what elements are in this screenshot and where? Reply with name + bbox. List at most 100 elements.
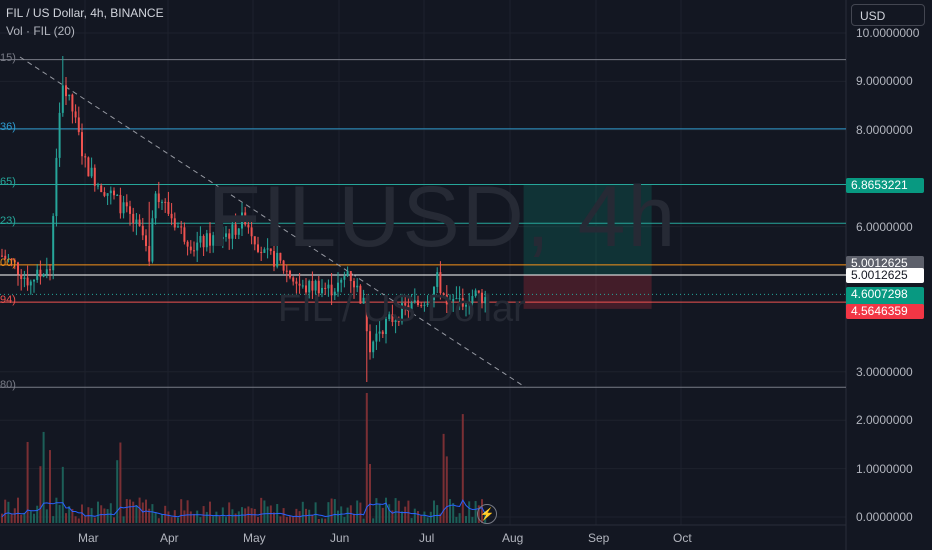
candle-body [391, 314, 394, 323]
volume-bar [74, 516, 77, 523]
candle-body [346, 271, 349, 276]
volume-bar [228, 502, 231, 523]
volume-bar [39, 466, 42, 523]
candle-body [282, 260, 285, 271]
candle-body [129, 206, 131, 214]
candle-body [36, 269, 39, 280]
candle-body [212, 235, 215, 246]
volume-bar [349, 505, 352, 523]
volume-bar [193, 513, 195, 523]
volume-bar [68, 506, 71, 523]
candle-body [465, 304, 467, 307]
volume-bar [407, 500, 410, 523]
candle-body [68, 94, 71, 97]
candle-body [100, 185, 103, 193]
volume-bar [122, 516, 125, 523]
volume-bar [410, 518, 413, 523]
volume-bar [61, 466, 64, 523]
position-stop-zone [523, 274, 652, 309]
candle-body [26, 277, 29, 286]
volume-bar [375, 498, 378, 523]
volume-bar [33, 513, 35, 523]
volume-bar [285, 517, 288, 523]
candle-body [103, 192, 106, 196]
candle-body [455, 298, 458, 300]
candle-body [397, 320, 400, 323]
currency-selector-button[interactable]: USD [851, 4, 925, 26]
candle-body [340, 279, 343, 283]
volume-bar [13, 508, 16, 523]
candle-body [55, 157, 58, 217]
candle-body [119, 194, 122, 214]
volume-bar [337, 510, 339, 523]
volume-bar [452, 503, 455, 523]
candle-body [471, 296, 474, 304]
volume-bar [186, 500, 189, 523]
volume-bar [87, 507, 90, 523]
candle-body [135, 219, 138, 224]
volume-bar [167, 511, 170, 523]
candle-body [189, 246, 192, 251]
candle-body [13, 260, 16, 263]
volume-bar [266, 506, 269, 523]
candle-body [170, 213, 173, 219]
candle-body [122, 202, 125, 214]
volume-bar [263, 500, 266, 523]
volume-indicator-label[interactable]: Vol · FIL (20) [6, 24, 75, 38]
volume-bar [97, 501, 99, 523]
candle-body [436, 272, 439, 287]
volume-bar [148, 508, 151, 523]
candle-body [17, 262, 19, 275]
volume-bar [17, 497, 19, 523]
candle-body [413, 300, 416, 303]
candle-body [481, 292, 483, 304]
candle-body [461, 298, 464, 307]
candle-body [401, 303, 403, 323]
volume-bar [353, 513, 355, 523]
candle-body [154, 193, 157, 219]
volume-bar [196, 510, 199, 523]
volume-bar [109, 503, 112, 523]
fib-level-label: 15) [0, 51, 16, 64]
volume-bar [237, 511, 240, 523]
time-axis-tick: Apr [160, 531, 179, 545]
volume-bar [327, 502, 330, 523]
price-axis-tick: 6.0000000 [856, 219, 913, 234]
candle-body [113, 190, 115, 196]
candle-body [90, 167, 93, 177]
chart-title[interactable]: FIL / US Dollar, 4h, BINANCE [6, 6, 164, 20]
volume-bar [346, 507, 349, 523]
candle-body [474, 290, 477, 297]
candle-body [410, 302, 413, 312]
candle-body [218, 233, 221, 240]
fib-level-label: 00) [0, 256, 16, 269]
volume-bar [433, 500, 435, 523]
candle-body [237, 228, 240, 235]
candle-body [193, 250, 195, 252]
time-axis-tick: Mar [78, 531, 99, 545]
volume-bar [103, 508, 106, 523]
candle-body [106, 193, 109, 196]
volume-bar [292, 516, 295, 523]
candle-body [145, 235, 147, 247]
candle-body [109, 190, 112, 194]
candle-body [231, 224, 234, 239]
candle-body [385, 319, 387, 335]
candle-body [7, 258, 10, 260]
volume-bar [282, 508, 285, 523]
volume-bar [4, 499, 7, 523]
volume-bar [244, 508, 247, 523]
volume-bar [215, 511, 218, 523]
candle-body [84, 156, 87, 158]
candle-body [445, 294, 448, 305]
volume-bar [77, 518, 80, 523]
volume-bar [468, 501, 471, 523]
candle-body [215, 233, 218, 236]
volume-bar [260, 497, 263, 523]
volume-bar [420, 515, 423, 523]
volume-bar [324, 518, 327, 523]
volume-bar [417, 511, 419, 523]
volume-bar [183, 510, 186, 523]
lightning-icon[interactable]: ⚡ [477, 504, 497, 524]
